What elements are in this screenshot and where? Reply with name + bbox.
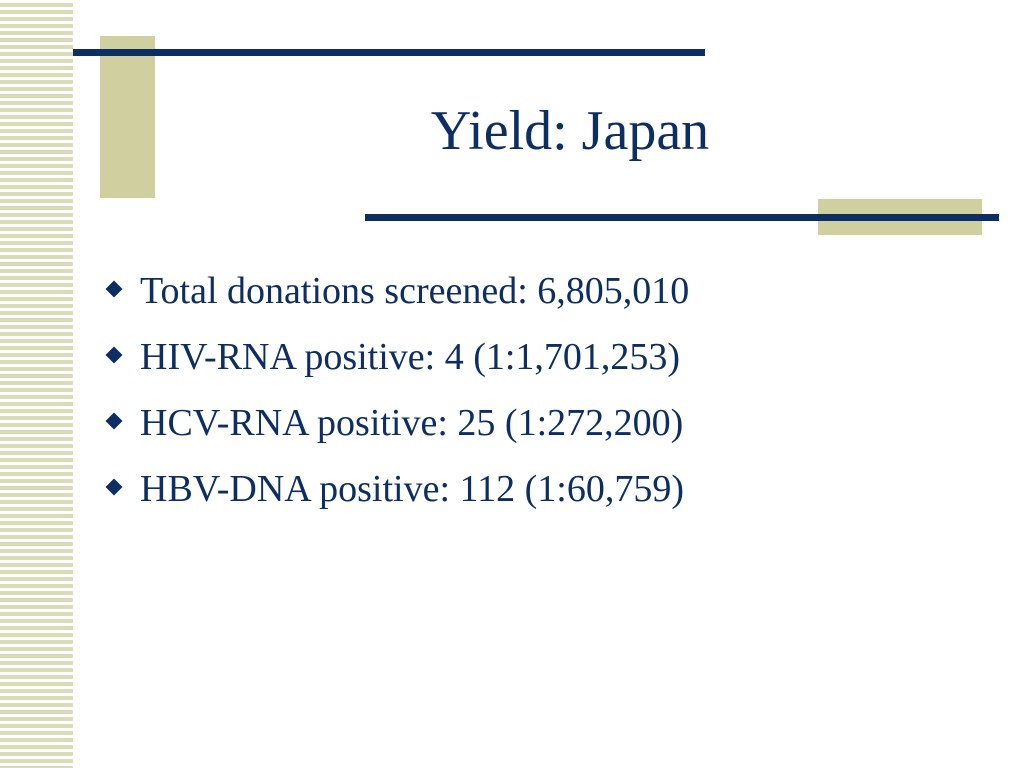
diamond-bullet-icon xyxy=(105,346,123,364)
bullet-item: HIV-RNA positive: 4 (1:1,701,253) xyxy=(104,324,689,390)
decorative-rule-top xyxy=(73,49,705,56)
bullet-text: HBV-DNA positive: 112 (1:60,759) xyxy=(140,468,684,510)
striped-side-band xyxy=(0,0,73,768)
decorative-block-left xyxy=(100,36,155,198)
bullet-list: Total donations screened: 6,805,010 HIV-… xyxy=(104,258,689,522)
diamond-bullet-icon xyxy=(105,412,123,430)
diamond-bullet-icon xyxy=(105,280,123,298)
bullet-text: HCV-RNA positive: 25 (1:272,200) xyxy=(140,402,684,444)
bullet-item: Total donations screened: 6,805,010 xyxy=(104,258,689,324)
bullet-item: HCV-RNA positive: 25 (1:272,200) xyxy=(104,390,689,456)
decorative-rule-bottom xyxy=(365,214,999,221)
diamond-bullet-icon xyxy=(105,478,123,496)
slide-title: Yield: Japan xyxy=(430,100,710,162)
bullet-text: Total donations screened: 6,805,010 xyxy=(140,270,690,312)
bullet-text: HIV-RNA positive: 4 (1:1,701,253) xyxy=(140,336,681,378)
bullet-item: HBV-DNA positive: 112 (1:60,759) xyxy=(104,456,689,522)
